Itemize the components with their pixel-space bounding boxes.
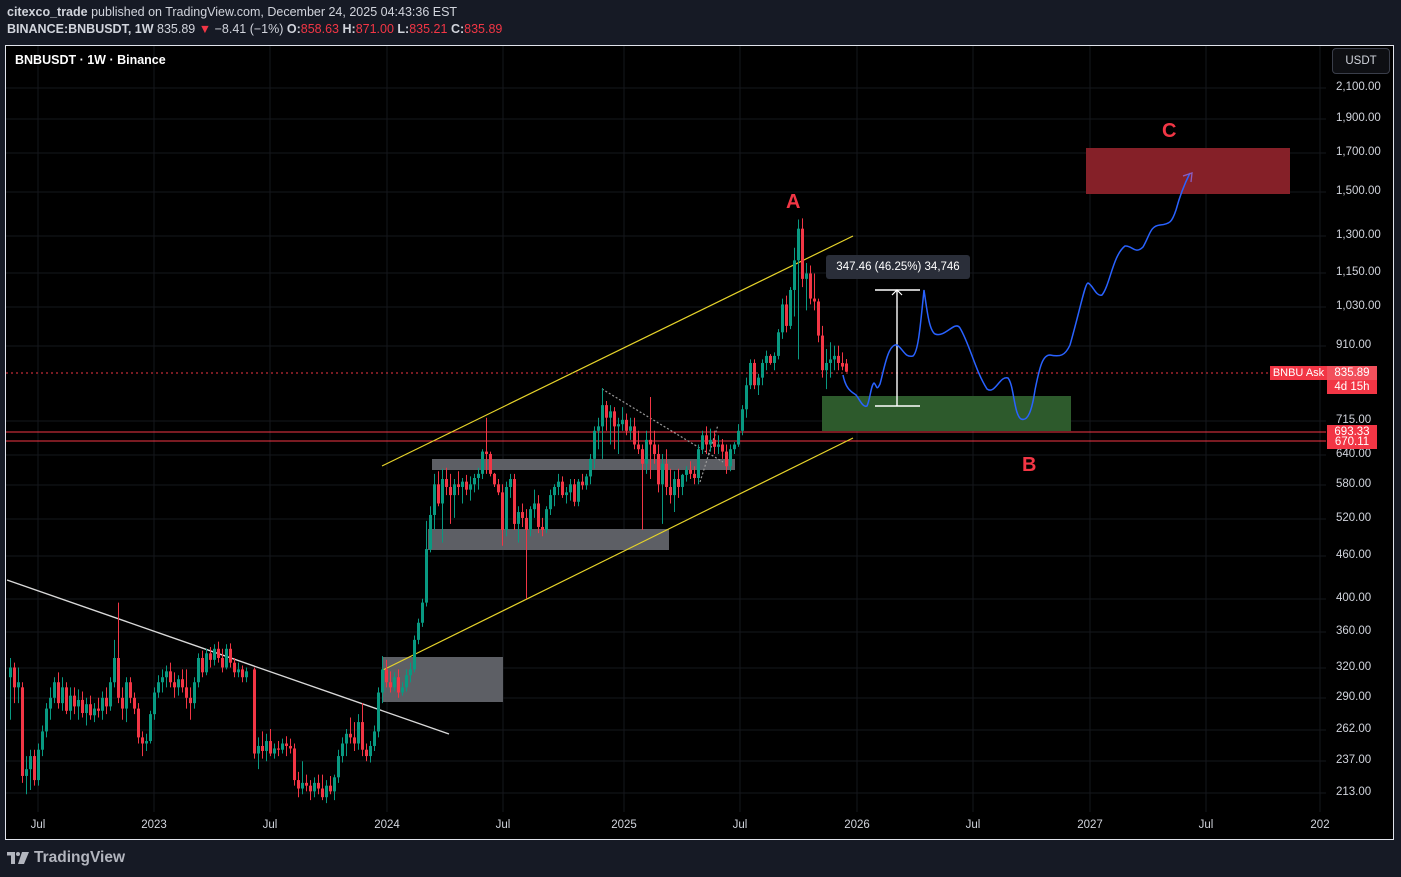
last-price-label: 835.89 [1327,366,1377,380]
time-tick: Jul [1198,819,1214,831]
price-tick: 1,700.00 [1336,146,1381,158]
zone-gray-support[interactable] [428,529,669,550]
level-label-670: 670.11 [1327,435,1377,449]
last-price: 835.89 [157,22,196,36]
author-name[interactable]: citexco_trade [7,5,88,19]
time-tick: Jul [262,819,278,831]
time-tick: 2023 [141,819,167,831]
tradingview-logo-icon [7,852,29,864]
projection-arrowhead-icon [1182,172,1193,183]
tradingview-logo[interactable]: TradingView [7,849,125,867]
price-change: −8.41 (−1%) [214,22,284,36]
ask-label: BNBU Ask [1270,366,1327,380]
candlesticks [9,218,848,804]
symbol-label: BINANCE:BNBUSDT, 1W [7,22,154,36]
open-value: 858.63 [300,22,339,36]
close-value: 835.89 [464,22,503,36]
price-tick: 1,030.00 [1336,300,1381,312]
price-tick: 1,900.00 [1336,112,1381,124]
open-label: O: [286,22,301,36]
price-tick: 400.00 [1336,592,1372,604]
publish-line: citexco_trade published on TradingView.c… [7,4,502,21]
countdown-label: 4d 15h [1327,380,1377,394]
price-tick: 640.00 [1336,448,1372,460]
measure-label: 347.46 (46.25%) 34,746 [826,255,970,279]
down-arrow-icon: ▼ [198,22,212,36]
wave-label-c[interactable]: C [1162,120,1177,142]
time-tick: 2024 [374,819,400,831]
close-label: C: [450,22,465,36]
zone-gray-base[interactable] [382,657,503,702]
dotted-trendline[interactable] [601,388,724,463]
price-tick: 237.00 [1336,754,1372,766]
price-tick: 1,500.00 [1336,185,1381,197]
low-value: 835.21 [409,22,448,36]
price-tick: 2,100.00 [1336,81,1381,93]
zone-gray-supply[interactable] [432,459,735,470]
ohlc-line: BINANCE:BNBUSDT, 1W 835.89 ▼ −8.41 (−1%)… [7,21,502,38]
publish-info: published on TradingView.com, December 2… [87,5,458,19]
price-tick: 262.00 [1336,723,1372,735]
time-tick: Jul [495,819,511,831]
wave-label-a[interactable]: A [786,191,801,213]
wave-label-b[interactable]: B [1022,454,1037,476]
high-value: 871.00 [355,22,394,36]
time-tick: 202 [1310,819,1330,831]
time-tick: Jul [732,819,748,831]
time-tick: Jul [965,819,981,831]
low-label: L: [397,22,410,36]
time-tick: 2025 [611,819,637,831]
brand-name: TradingView [34,849,126,866]
zone-red-target-c[interactable] [1086,148,1290,194]
price-tick: 1,300.00 [1336,229,1381,241]
high-label: H: [342,22,356,36]
price-tick: 910.00 [1336,339,1372,351]
price-range-measure[interactable] [875,289,920,407]
time-tick: 2027 [1077,819,1103,831]
price-tick: 520.00 [1336,512,1372,524]
channel-upper-line[interactable] [381,235,854,467]
projection-path[interactable] [842,172,1191,421]
price-tick: 715.00 [1336,414,1372,426]
price-tick: 580.00 [1336,478,1372,490]
currency-button[interactable]: USDT [1332,48,1390,74]
price-tick: 360.00 [1336,625,1372,637]
time-tick: 2026 [844,819,870,831]
price-tick: 320.00 [1336,661,1372,673]
price-tick: 1,150.00 [1336,266,1381,278]
chart-legend: BNBUSDT · 1W · Binance [15,53,166,67]
time-tick: Jul [30,819,46,831]
price-tick: 290.00 [1336,691,1372,703]
publish-header: citexco_trade published on TradingView.c… [7,4,502,38]
price-tick: 213.00 [1336,786,1372,798]
price-tick: 460.00 [1336,549,1372,561]
channel-lower-line[interactable] [382,437,854,671]
